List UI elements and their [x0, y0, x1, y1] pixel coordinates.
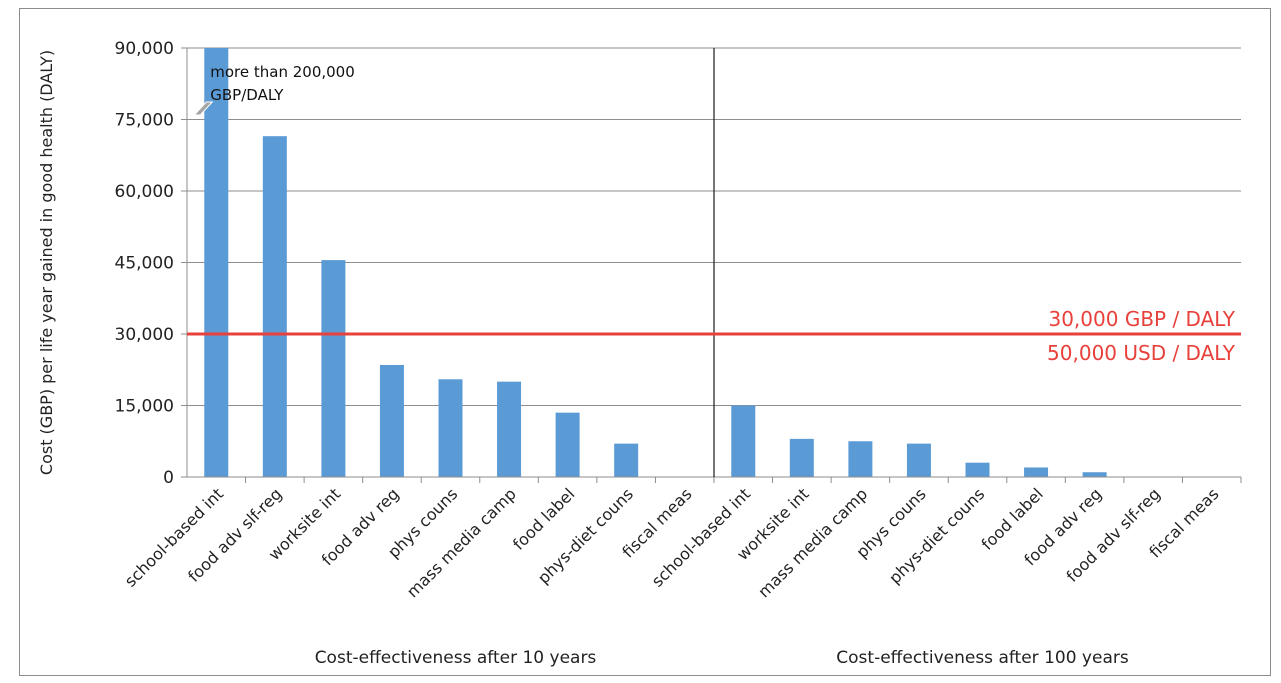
axes: 0 15,000 30,000 45,000 60,000 75,000 90,000: [115, 39, 1242, 488]
reference-line-label: 30,000 GBP / DALY: [1048, 307, 1235, 331]
reference-line-group: 30,000 GBP / DALY 50,000 USD / DALY: [187, 307, 1241, 365]
y-tick-label: 30,000: [115, 325, 174, 345]
axis-break-marker: [193, 101, 214, 116]
bar: [438, 379, 463, 477]
bar: [789, 438, 814, 477]
bar: [321, 260, 346, 477]
bar: [1082, 472, 1107, 477]
bar: [555, 412, 580, 477]
x-tick-label: school-based int: [121, 484, 227, 590]
y-tick-label: 60,000: [115, 182, 174, 202]
bar: [1024, 467, 1049, 477]
bar: [614, 443, 639, 477]
bar: [262, 136, 287, 477]
bar-annotation: GBP/DALY: [210, 86, 284, 104]
y-tick-label: 0: [163, 468, 174, 488]
bar: [731, 405, 756, 477]
bar: [848, 441, 873, 477]
bar: [906, 443, 931, 477]
bar: [379, 364, 404, 477]
reference-line-label: 50,000 USD / DALY: [1047, 341, 1236, 365]
bar: [204, 48, 229, 477]
group-label: Cost-effectiveness after 10 years: [315, 648, 597, 668]
bar: [497, 381, 522, 477]
bars: [193, 48, 1107, 477]
bar: [965, 462, 990, 477]
x-tick-label: mass media camp: [754, 484, 871, 601]
group-label: Cost-effectiveness after 100 years: [836, 648, 1129, 668]
x-tick-label: mass media camp: [403, 484, 520, 601]
x-tick-label: school-based int: [648, 484, 754, 590]
y-tick-label: 45,000: [115, 254, 174, 274]
y-tick-label: 15,000: [115, 397, 174, 417]
bar-annotation: more than 200,000: [210, 63, 355, 81]
y-tick-label: 90,000: [115, 39, 174, 59]
y-tick-label: 75,000: [115, 111, 174, 131]
y-axis-label: Cost (GBP) per life year gained in good …: [37, 50, 56, 475]
